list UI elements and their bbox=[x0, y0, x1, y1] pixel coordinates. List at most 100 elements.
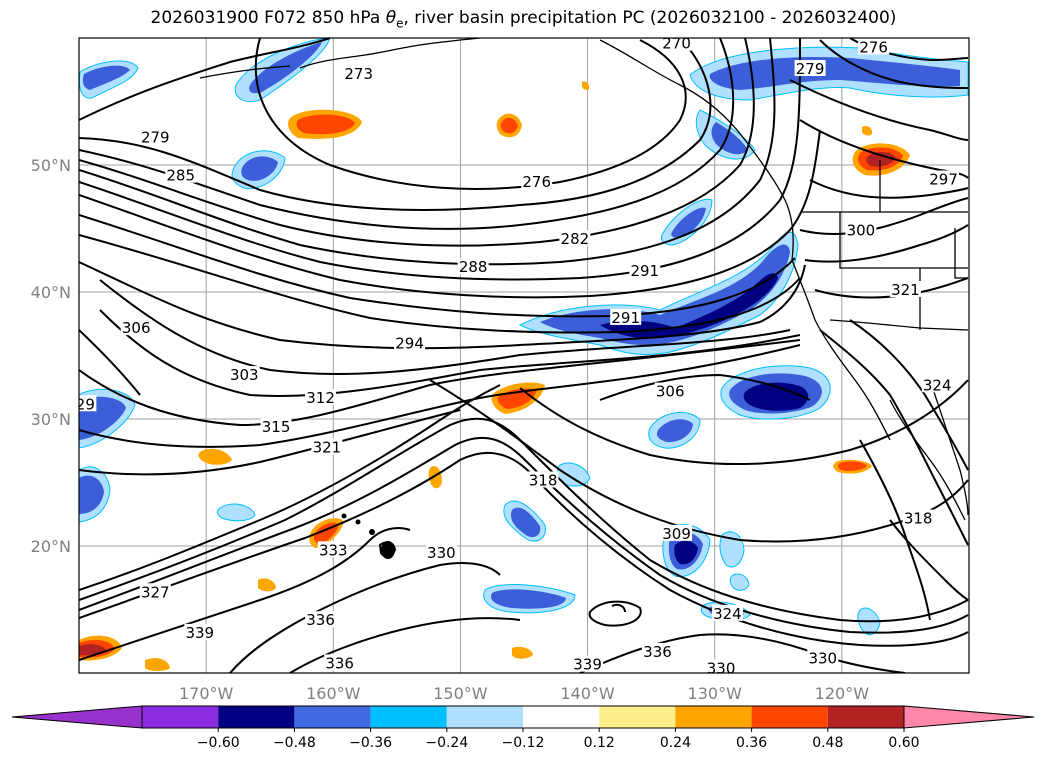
contour-label-bg bbox=[394, 334, 426, 351]
contour-line bbox=[809, 179, 969, 199]
contour-label-bg bbox=[794, 60, 826, 77]
contour-label-bg bbox=[629, 261, 661, 278]
theta-symbol: θ bbox=[385, 8, 397, 28]
contour-label-text: 318 bbox=[904, 510, 933, 528]
map-content: 279 285 273 276 282 288 291 291 294 306 303 312 315 3… bbox=[76, 38, 969, 677]
contour-label-bg bbox=[527, 471, 559, 488]
colorbar-swatch bbox=[142, 706, 219, 728]
anomaly-pos-region bbox=[512, 646, 533, 659]
contour-label-text: 297 bbox=[929, 171, 958, 189]
contour-line bbox=[99, 279, 791, 375]
title-suffix: , river basin precipitation PC (20260321… bbox=[403, 8, 897, 28]
colorbar-swatch bbox=[599, 706, 676, 728]
contour-labels: 279 285 273 276 282 288 291 291 294 306 303 312 315 3… bbox=[76, 38, 960, 677]
contour-label-text: 330 bbox=[707, 659, 736, 677]
coastline-mexico bbox=[929, 379, 969, 516]
contour-line bbox=[79, 339, 801, 426]
anomaly-pos-region bbox=[198, 448, 232, 465]
anomaly-neg-region bbox=[711, 122, 748, 155]
coastline-baja bbox=[889, 399, 966, 521]
contour-label: 330 bbox=[807, 649, 839, 667]
contour-label-text: 294 bbox=[395, 334, 424, 352]
contour-label: 336 bbox=[642, 642, 673, 661]
contour-label-text: 309 bbox=[662, 525, 691, 543]
contour-label-bg bbox=[705, 659, 737, 673]
contour-label-bg bbox=[661, 524, 693, 541]
contour-label-bg bbox=[559, 230, 591, 247]
map-frame bbox=[78, 37, 970, 674]
contour-label: 279 bbox=[139, 128, 171, 147]
anomaly-pos-region bbox=[582, 81, 590, 90]
contour-label-text: 339 bbox=[573, 656, 602, 674]
lon-tick-label: 150°W bbox=[433, 684, 488, 703]
contour-label: 324 bbox=[921, 376, 953, 394]
contour-label: 276 bbox=[858, 38, 890, 56]
border-state bbox=[839, 212, 968, 269]
contour-line bbox=[289, 617, 521, 673]
contour-label: 336 bbox=[305, 611, 337, 629]
contour-label-bg bbox=[889, 281, 921, 297]
contour-line bbox=[79, 527, 411, 661]
contour-label-text: 276 bbox=[522, 173, 551, 191]
lat-tick-label: 20°N bbox=[31, 537, 71, 556]
contour-label: 309 bbox=[661, 524, 693, 543]
contour-label-text: 333 bbox=[319, 541, 348, 559]
contour-label-text: 336 bbox=[306, 611, 335, 629]
contour-label-bg bbox=[305, 611, 337, 628]
contour-label-bg bbox=[572, 655, 604, 672]
contour-label: 321 bbox=[311, 438, 343, 456]
contour-label-text: 321 bbox=[891, 281, 920, 299]
theta-e-contours bbox=[79, 38, 969, 673]
colorbar-tick-label: −0.60 bbox=[197, 735, 240, 751]
contour-label-bg bbox=[928, 170, 960, 187]
contour-line bbox=[889, 519, 969, 601]
anomaly-neg-region bbox=[743, 382, 809, 411]
contour-line bbox=[599, 374, 811, 401]
anomaly-neg-region bbox=[510, 507, 541, 538]
anomaly-neg-region bbox=[671, 207, 706, 238]
contour-label-bg bbox=[521, 173, 553, 190]
colorbar-extend-high bbox=[903, 705, 1035, 729]
contour-label-text: 276 bbox=[859, 38, 888, 56]
contour-line bbox=[99, 309, 801, 397]
contour-line bbox=[79, 38, 776, 266]
contour-label-text: 336 bbox=[325, 654, 354, 672]
contour-label-bg bbox=[807, 649, 839, 666]
contour-label-bg bbox=[317, 541, 349, 558]
contour-label: 330 bbox=[705, 659, 737, 677]
contour-label-bg bbox=[228, 366, 260, 383]
anomaly-pos-region bbox=[866, 152, 896, 167]
anomaly-pos-region bbox=[837, 461, 867, 471]
contour-label: 291 bbox=[610, 308, 642, 327]
contour-label-bg bbox=[902, 509, 934, 526]
contour-line bbox=[79, 38, 331, 121]
coastline-alaska bbox=[299, 38, 481, 69]
contour-line bbox=[79, 38, 712, 211]
contour-label: 333 bbox=[317, 541, 349, 559]
contour-line bbox=[579, 633, 906, 673]
contour-line bbox=[79, 38, 755, 247]
contour-label: 324 bbox=[711, 604, 743, 623]
colorbar-swatch bbox=[523, 706, 600, 728]
contour-label-text: 279 bbox=[141, 129, 170, 147]
anomaly-pos-region bbox=[500, 117, 518, 134]
lon-tick-label: 140°W bbox=[560, 684, 615, 703]
contour-label-text: 321 bbox=[313, 438, 342, 456]
contour-label-text: 303 bbox=[230, 366, 259, 384]
contour-label-text: 312 bbox=[306, 389, 335, 407]
lon-tick-label: 120°W bbox=[815, 684, 870, 703]
contour-label-text: 339 bbox=[185, 624, 214, 642]
border-state bbox=[954, 228, 968, 279]
contour-line bbox=[79, 329, 141, 396]
contour-label-text: 29 bbox=[76, 395, 95, 413]
anomaly-neg-region bbox=[674, 540, 698, 565]
colorbar-tick-label: −0.36 bbox=[349, 735, 392, 751]
contour-label-text: 315 bbox=[262, 418, 291, 436]
contour-label: 306 bbox=[120, 319, 152, 337]
contour-label-text: 336 bbox=[643, 643, 672, 661]
anomaly-neg-region bbox=[216, 503, 256, 522]
contour-line bbox=[611, 603, 626, 613]
colorbar-extend-low bbox=[11, 705, 143, 729]
contour-line bbox=[804, 224, 969, 263]
contour-label-bg bbox=[858, 38, 890, 55]
